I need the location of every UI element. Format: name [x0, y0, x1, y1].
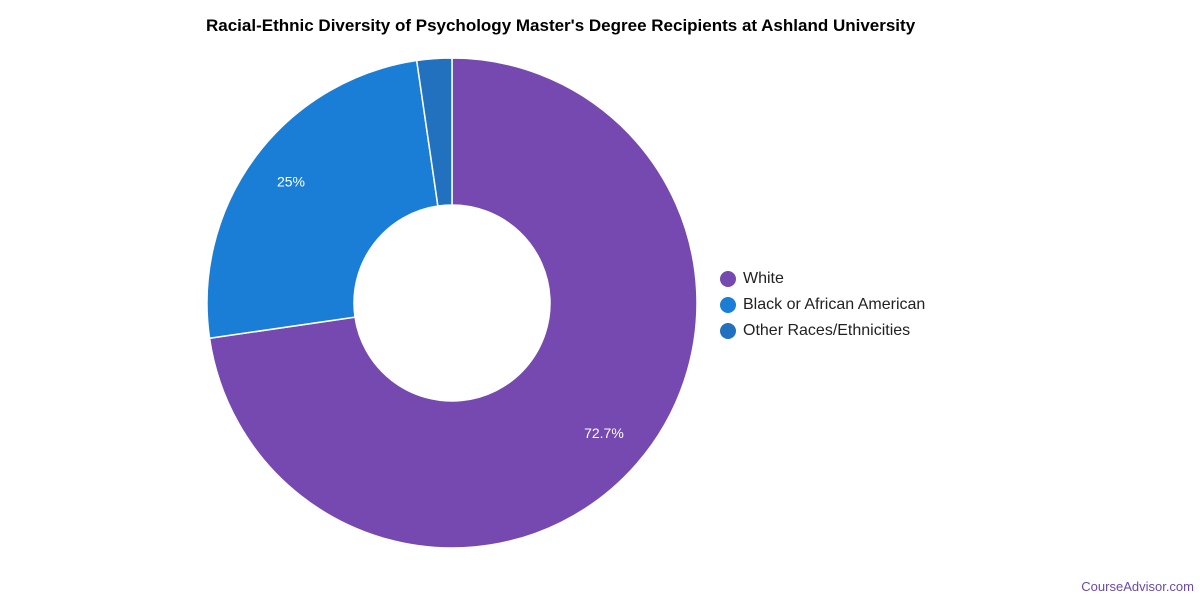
slice-black-or-african-american[interactable]: [206, 59, 439, 340]
slice-label-white: 72.7%: [584, 425, 624, 441]
watermark: CourseAdvisor.com: [1081, 579, 1194, 594]
slice-other-races-ethnicities[interactable]: [415, 57, 453, 207]
legend-label-white: White: [743, 270, 784, 287]
slice-label-black-or-african-american: 25%: [277, 174, 305, 190]
slice-labels-group: 72.7% 25%: [277, 174, 624, 442]
legend-swatch-black-or-african-american: [720, 297, 736, 313]
legend-item-white[interactable]: White: [720, 266, 925, 292]
legend-label-black-or-african-american: Black or African American: [743, 296, 926, 313]
legend-swatch-other-races-ethnicities: [720, 323, 736, 339]
legend-item-black-or-african-american[interactable]: Black or African American: [720, 292, 925, 318]
slices-group: [206, 57, 698, 549]
chart-title: Racial-Ethnic Diversity of Psychology Ma…: [206, 16, 916, 35]
slice-white[interactable]: [208, 57, 698, 549]
legend-label-other-races-ethnicities: Other Races/Ethnicities: [743, 322, 911, 339]
legend-item-other-races-ethnicities[interactable]: Other Races/Ethnicities: [720, 318, 925, 344]
legend: White Black or African American Other Ra…: [720, 266, 925, 344]
legend-swatch-white: [720, 271, 736, 287]
